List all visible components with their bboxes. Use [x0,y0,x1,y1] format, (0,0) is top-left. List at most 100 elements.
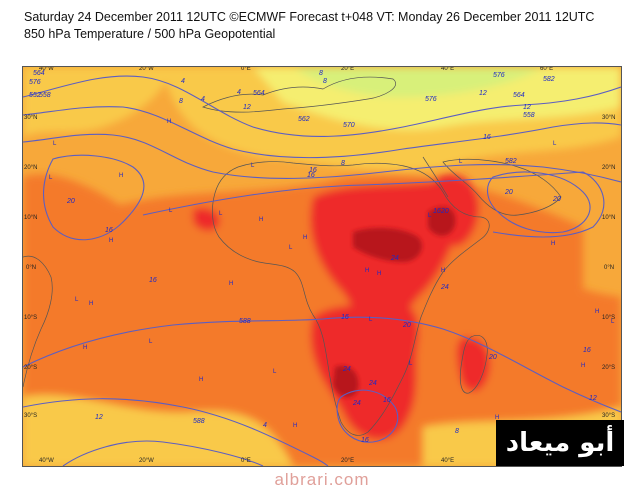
low-pressure-mark: L [219,211,223,217]
high-pressure-mark: H [365,268,369,274]
contour-label: 20 [552,196,561,203]
hottest-zone-east-africa [353,227,423,262]
warm-zone-west [23,174,123,297]
lon-tick-label: 60°E [540,66,554,72]
contour-loop-arabia [487,171,591,234]
contour-label: 12 [243,104,251,111]
madagascar-coastline [459,335,488,394]
contour-label: 16 [309,167,317,174]
hot-zone-madagascar [456,336,491,392]
low-pressure-mark: L [369,317,373,323]
high-pressure-mark: H [551,241,555,247]
low-pressure-mark: L [149,339,153,345]
lon-tick-label: 40°E [441,458,455,464]
low-pressure-mark: L [409,361,413,367]
lat-tick-label: 20°S [602,365,616,371]
contour-label: 12 [95,414,103,421]
high-pressure-mark: H [119,173,123,179]
geopotential-contours [23,75,621,466]
hottest-zone-ethiopia [428,206,456,236]
contour-label: 24 [390,255,399,262]
contour-564 [23,75,621,138]
contour-576-south [62,440,264,466]
contour-588-south [23,316,621,413]
lon-tick-label: 20°W [139,66,154,72]
low-pressure-mark: L [553,141,557,147]
contour-label: 24 [352,400,361,407]
contour-label: 8 [323,78,327,85]
lon-tick-label: 0°E [241,458,251,464]
south-america-coastline [23,255,53,388]
low-pressure-mark: L [428,213,432,219]
coastlines [23,76,562,436]
contour-label: 20 [402,322,411,329]
contour-label: 4 [181,78,185,85]
low-pressure-mark: L [169,208,173,214]
contour-label: 8 [455,428,459,435]
lat-tick-label: 10°N [24,215,38,221]
contour-label: 24 [342,366,351,373]
forecast-map-frame: 564 576 552 558 4 8 4 4 12 8 576 582 564 570 576 562 12 1… [22,66,622,467]
contour-label: 4 [237,89,241,96]
contour-label: 570 [343,122,355,129]
contour-label: 576 [493,72,505,79]
contour-label: 576 [29,79,41,86]
low-pressure-mark: L [273,369,277,375]
lat-tick-label: 10°S [24,315,38,321]
contour-576 [23,106,621,159]
contour-582 [23,133,621,183]
contour-label: 564 [253,90,265,97]
lat-tick-label: 30°N [24,115,38,121]
hot-zone-africa-south [310,300,419,440]
contour-label: 588 [193,418,205,425]
high-pressure-mark: H [495,415,499,421]
map-title-line-2: 850 hPa Temperature / 500 hPa Geopotenti… [24,27,276,41]
contour-582-south [23,398,329,466]
high-pressure-mark: H [441,268,445,274]
contour-588-tropics [142,171,605,238]
contour-label: 20 [66,198,75,205]
europe-coastline [202,76,396,113]
contour-588-north [42,154,145,241]
contour-label: 16 [361,437,369,444]
watermark-site: albrari.com [274,470,370,489]
lat-tick-label: 10°S [602,315,616,321]
lat-tick-label: 30°N [602,115,616,121]
high-pressure-mark: H [167,119,171,125]
lat-tick-label: 10°N [602,215,616,221]
contour-label: 558 [523,112,535,119]
contour-label: 20 [488,354,497,361]
lat-tick-label: 30°S [24,413,38,419]
map-title-line-1: Saturday 24 December 2011 12UTC ©ECMWF F… [24,10,595,24]
high-pressure-mark: H [109,238,113,244]
mild-zone-southwest [23,394,293,466]
contour-label: 8 [179,98,183,105]
contour-label: 582 [505,158,517,165]
lat-tick-label: 20°N [24,165,38,171]
high-pressure-mark: H [595,309,599,315]
high-pressure-mark: H [303,235,307,241]
contour-label: 4 [263,422,267,429]
low-pressure-mark: L [459,159,463,165]
contour-label: 20 [440,208,449,215]
contour-label: 24 [368,380,377,387]
high-pressure-mark: H [89,301,93,307]
high-pressure-mark: H [293,423,297,429]
contour-label: 12 [589,395,597,402]
contour-label: 562 [298,116,310,123]
lon-tick-label: 40°E [441,66,455,72]
contour-label: 588 [239,318,251,325]
lat-tick-label: 0°N [26,265,37,271]
lon-tick-label: 40°W [39,66,54,72]
contour-label: 16 [583,347,591,354]
low-pressure-mark: L [611,319,615,325]
contour-label: 564 [33,70,45,77]
lat-tick-label: 30°S [602,413,616,419]
contour-label: 16 [149,277,157,284]
lon-tick-label: 0°E [241,66,251,72]
contour-label: 8 [341,160,345,167]
high-pressure-mark: H [259,217,263,223]
cold-zone-north [293,67,543,98]
low-pressure-mark: L [49,175,53,181]
contour-label: 12 [479,90,487,97]
